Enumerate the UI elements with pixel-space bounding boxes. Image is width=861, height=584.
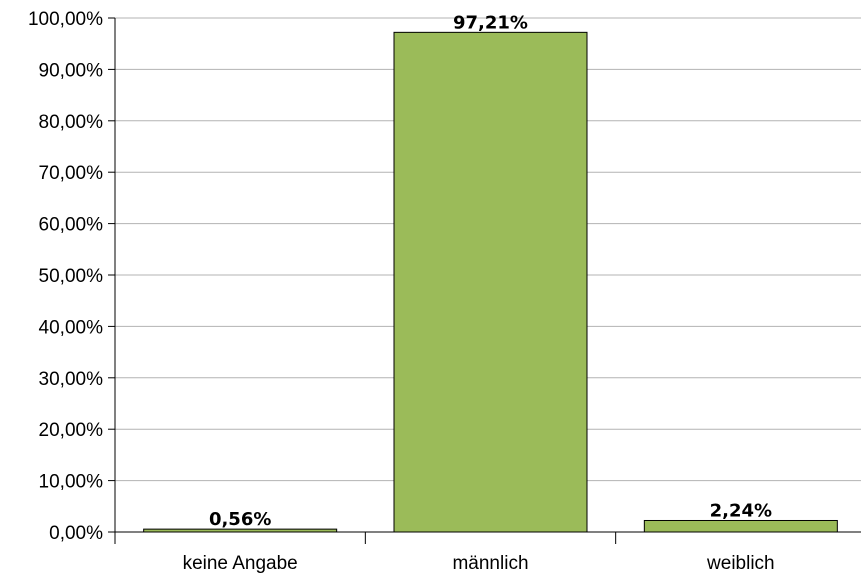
y-tick-label: 20,00%	[39, 420, 104, 441]
y-tick-label: 0,00%	[49, 523, 103, 544]
y-tick-label: 90,00%	[39, 60, 104, 81]
y-tick-label: 50,00%	[39, 266, 104, 287]
data-label: 2,24%	[710, 500, 772, 521]
data-label: 97,21%	[453, 12, 528, 33]
x-category-label: weiblich	[706, 553, 775, 574]
x-category-label: keine Angabe	[183, 553, 298, 574]
y-tick-label: 100,00%	[28, 9, 103, 30]
y-tick-label: 40,00%	[39, 317, 104, 338]
bars	[143, 31, 838, 533]
y-tick-label: 80,00%	[39, 112, 104, 133]
data-label: 0,56%	[209, 509, 271, 530]
y-tick-label: 10,00%	[39, 472, 104, 493]
y-tick-label: 60,00%	[39, 215, 104, 236]
axes	[108, 17, 861, 544]
bar-weiblich	[643, 519, 838, 533]
bar-männlich	[393, 31, 588, 533]
labels: 0,00% 10,00% 20,00% 30,00% 40,00% 50,00% 60,00…	[28, 9, 775, 574]
x-category-label: männlich	[452, 553, 528, 574]
y-tick-label: 30,00%	[39, 369, 104, 390]
y-tick-label: 70,00%	[39, 163, 104, 184]
